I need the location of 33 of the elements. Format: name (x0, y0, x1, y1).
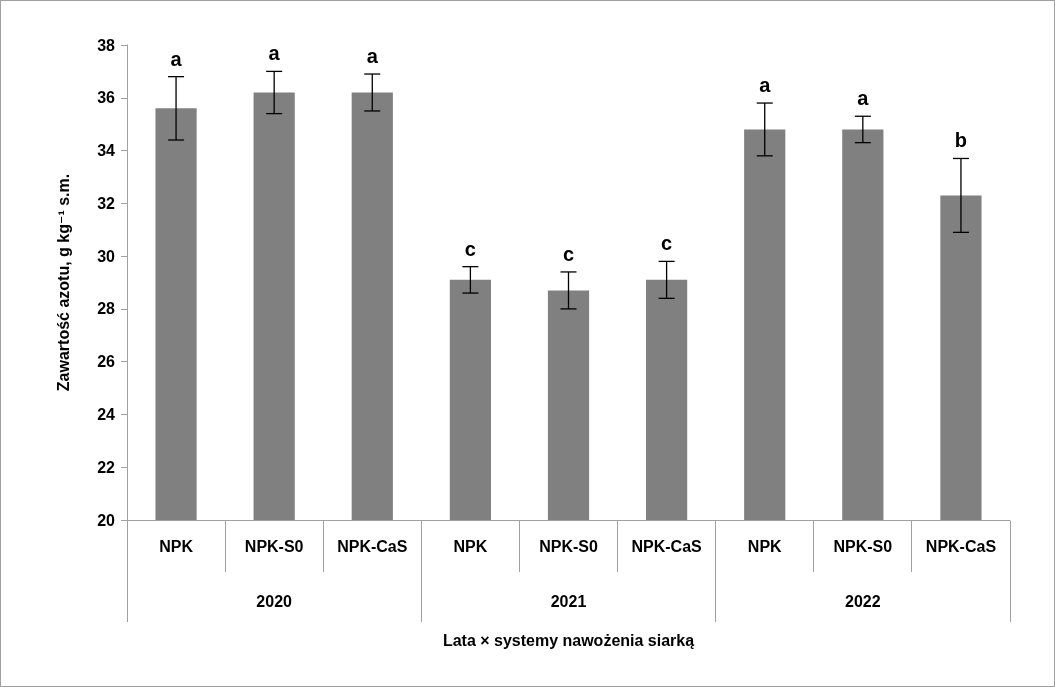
y-tick-label: 38 (97, 36, 116, 54)
x-tick-label: NPK-S0 (833, 537, 893, 555)
data-label: a (268, 42, 281, 65)
x-tick-label: NPK (747, 537, 783, 555)
x-tick-label: NPK (453, 537, 488, 555)
data-label: a (857, 87, 870, 110)
data-label: a (170, 47, 183, 70)
data-label: a (366, 45, 379, 68)
data-label: c (661, 232, 673, 255)
x-tick-label: NPK (159, 537, 194, 555)
x-tick-label: NPK-S0 (539, 537, 598, 555)
y-tick-label: 34 (97, 142, 116, 160)
y-tick-label: 32 (97, 194, 116, 212)
y-tick-label: 30 (97, 247, 116, 265)
y-tick-label: 20 (97, 511, 116, 529)
x-tick-label: NPK-CaS (631, 537, 703, 555)
text: 2022 (845, 592, 881, 610)
x-tick-label: NPK-CaS (337, 537, 408, 555)
y-tick-label: 28 (97, 300, 116, 318)
y-tick-label: 24 (97, 405, 116, 423)
x-tick-label: NPK-CaS (925, 537, 997, 555)
data-label: c (464, 237, 476, 260)
y-tick-label: 26 (97, 353, 116, 371)
x-axis-title: Lata × systemy nawożenia siarką (442, 631, 695, 649)
data-label: b (954, 129, 968, 152)
y-tick-label: 22 (97, 458, 116, 476)
y-tick-label: 36 (97, 89, 116, 107)
text: 2020 (256, 592, 293, 610)
data-label: a (759, 74, 772, 97)
y-axis-title: Zawartość azotu, g kg⁻¹ s.m. (54, 173, 72, 392)
x-tick-label: NPK-S0 (244, 537, 304, 555)
data-label: c (562, 242, 575, 265)
text: 2021 (550, 592, 587, 610)
